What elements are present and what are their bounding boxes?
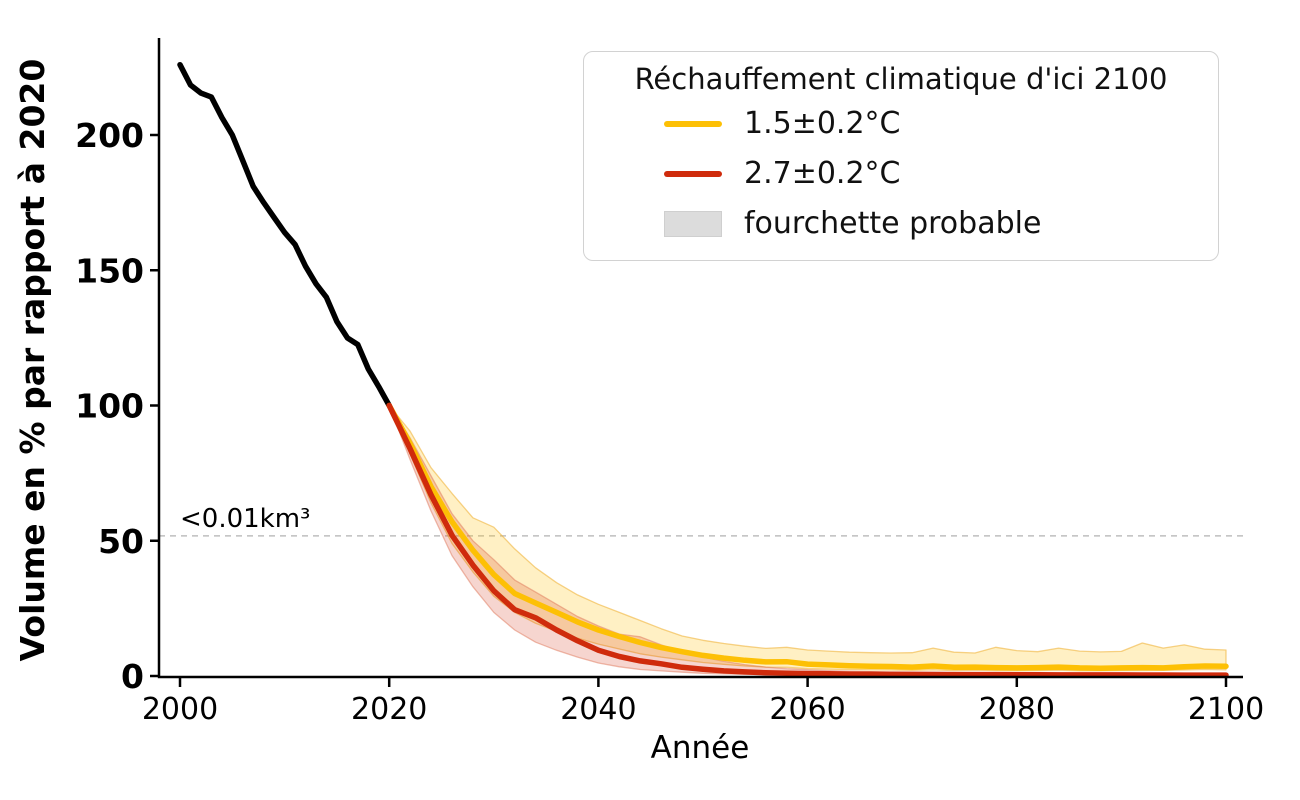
legend-label-1-5c: 1.5±0.2°C bbox=[744, 106, 901, 141]
legend-label-probable-range: fourchette probable bbox=[744, 206, 1042, 241]
y-tick-label: 150 bbox=[75, 251, 144, 290]
axes-group bbox=[150, 38, 1243, 687]
legend-rows: 1.5±0.2°C 2.7±0.2°C fourchette probable bbox=[584, 99, 1218, 249]
line-1.5±0.2°C bbox=[386, 402, 1229, 671]
y-tick-label: 50 bbox=[98, 522, 144, 561]
legend-entry-probable-range: fourchette probable bbox=[584, 199, 1218, 249]
legend-entry-2-7c: 2.7±0.2°C bbox=[584, 149, 1218, 199]
uncertainty-bands-group bbox=[388, 404, 1227, 677]
x-tick-label: 2080 bbox=[979, 692, 1055, 727]
legend-title: Réchauffement climatique d'ici 2100 bbox=[634, 62, 1168, 96]
line-historique bbox=[177, 61, 392, 409]
legend-line-swatch-red bbox=[664, 171, 722, 177]
series-lines-group bbox=[177, 61, 1229, 678]
legend: Réchauffement climatique d'ici 2100 1.5±… bbox=[583, 51, 1219, 261]
x-tick-label: 2100 bbox=[1188, 692, 1264, 727]
y-tick-label: 200 bbox=[75, 116, 144, 155]
x-tick-label: 2020 bbox=[351, 692, 427, 727]
y-tick-label: 0 bbox=[121, 657, 144, 696]
legend-line-swatch-yellow bbox=[664, 121, 722, 127]
legend-label-2-7c: 2.7±0.2°C bbox=[744, 156, 901, 191]
x-tick-label: 2040 bbox=[560, 692, 636, 727]
threshold-label: <0.01km³ bbox=[180, 504, 310, 534]
tick-labels-group: 0 50 100 150 200 2000 2020 2040 2060 2080 2100 bbox=[75, 116, 1264, 727]
x-tick-label: 2000 bbox=[142, 692, 218, 727]
legend-entry-1-5c: 1.5±0.2°C bbox=[584, 99, 1218, 149]
x-axis-label: Année bbox=[651, 730, 750, 766]
band-1.5±0.2°C bbox=[388, 404, 1227, 672]
line-2.7±0.2°C bbox=[386, 402, 1229, 678]
x-tick-label: 2060 bbox=[769, 692, 845, 727]
band-2.7±0.2°C bbox=[388, 404, 1227, 677]
legend-patch-swatch-gray bbox=[664, 211, 722, 237]
y-axis-label: Volume en % par rapport à 2020 bbox=[13, 59, 52, 662]
y-tick-label: 100 bbox=[75, 387, 144, 426]
